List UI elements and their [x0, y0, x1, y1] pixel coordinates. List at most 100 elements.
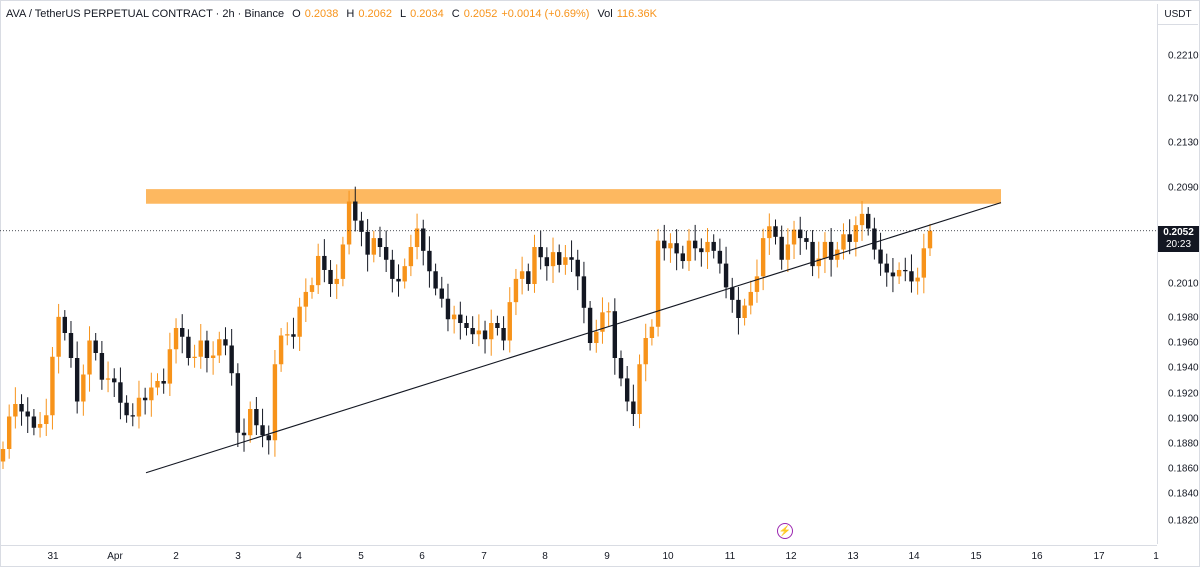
candle-body: [612, 311, 618, 358]
candle-body: [730, 287, 735, 300]
candle-body: [903, 269, 908, 272]
candle-body: [816, 258, 821, 267]
candle-body: [254, 409, 259, 426]
candle-body: [62, 316, 67, 333]
candle-body: [161, 381, 166, 384]
candle-body: [173, 328, 179, 350]
time-axis[interactable]: 31 Apr 2 3 4 5 6 7 8 9 10 11 12 13 14 15 16 17 1: [0, 545, 1159, 567]
candle-body: [742, 305, 747, 318]
candle-body: [315, 255, 321, 286]
candle-body: [451, 314, 457, 320]
candle-body: [495, 323, 500, 328]
x-tick-label: 9: [604, 551, 610, 562]
candle-body: [365, 231, 370, 255]
x-tick-label: 12: [785, 551, 797, 562]
price-axis[interactable]: 0.1820 0.1840 0.1860 0.1880 0.1900 0.1920 0.19…: [1157, 24, 1200, 544]
candle-body: [235, 373, 241, 433]
candle-body: [74, 358, 80, 402]
open-value: 0.2038: [304, 8, 339, 20]
candle-body: [624, 378, 630, 402]
candle-body: [748, 291, 753, 306]
y-tick-label: 0.2010: [1168, 278, 1199, 290]
candle-body: [31, 416, 37, 428]
candle-body: [346, 201, 352, 245]
candle-body: [859, 213, 865, 226]
volume-value: 116.36K: [616, 8, 657, 20]
ascending-trendline: [145, 202, 1002, 474]
candle-body: [402, 266, 407, 282]
candle-body: [118, 382, 123, 403]
candle-countdown: 20:23: [1165, 239, 1192, 250]
candle-body: [637, 364, 642, 414]
candle-body: [328, 269, 333, 284]
candle-body: [872, 228, 877, 250]
candle-body: [563, 257, 568, 265]
candle-body: [686, 240, 692, 262]
open-label: O: [292, 8, 301, 20]
y-tick-label: 0.1860: [1168, 463, 1199, 475]
candle-body: [847, 234, 852, 242]
candle-body: [699, 248, 704, 253]
candle-body: [99, 353, 105, 380]
candle-body: [241, 432, 247, 436]
candle-body: [544, 257, 550, 267]
candle-body: [569, 257, 574, 260]
candle-body: [210, 355, 216, 358]
candle-body: [631, 401, 636, 414]
y-tick-label: 0.2090: [1168, 182, 1199, 194]
candle-body: [538, 247, 543, 258]
currency-label[interactable]: USDT: [1157, 4, 1198, 25]
candle-body: [180, 328, 185, 337]
price-plot[interactable]: [0, 0, 1157, 545]
candle-body: [167, 349, 173, 384]
candle-body: [229, 345, 234, 374]
candle-body: [198, 340, 203, 357]
x-tick-label: 6: [419, 551, 425, 562]
candle-body: [396, 278, 401, 282]
candle-body: [600, 312, 605, 332]
candle-body: [723, 263, 729, 288]
candle-body: [192, 356, 197, 358]
candle-body: [223, 339, 228, 346]
x-tick-label: 5: [358, 551, 364, 562]
candle-body: [371, 238, 376, 255]
candle-body: [322, 255, 327, 270]
candle-body: [408, 247, 414, 267]
candle-body: [692, 240, 698, 249]
candle-body: [896, 269, 902, 277]
candle-body: [674, 243, 679, 254]
candle-body: [204, 340, 210, 358]
y-tick-label: 0.1920: [1168, 388, 1199, 400]
candle-body: [266, 435, 271, 441]
x-tick-label: 31: [47, 551, 59, 562]
candle-body: [334, 278, 339, 284]
candle-body: [643, 338, 648, 365]
candle-body: [25, 411, 30, 417]
candle-body: [791, 229, 797, 245]
candle-body: [705, 241, 710, 253]
x-tick-label: 1: [1153, 551, 1159, 562]
candle-body: [427, 250, 432, 272]
y-tick-label: 0.2130: [1168, 137, 1199, 149]
candle-body: [927, 230, 933, 249]
x-tick-label: 15: [970, 551, 982, 562]
candle-body: [526, 271, 531, 284]
candle-body: [414, 228, 420, 248]
x-tick-label: 4: [296, 551, 302, 562]
lightning-icon[interactable]: ⚡: [777, 523, 793, 539]
candle-body: [711, 241, 716, 251]
candle-body: [915, 277, 920, 282]
candle-body: [489, 323, 494, 340]
candle-body: [513, 278, 519, 303]
y-tick-label: 0.1880: [1168, 438, 1199, 450]
candle-body: [445, 298, 451, 320]
symbol-title[interactable]: AVA / TetherUS PERPETUAL CONTRACT · 2h ·…: [6, 8, 285, 20]
candle-body: [6, 416, 12, 449]
candle-body: [921, 248, 927, 278]
candle-body: [303, 291, 309, 307]
candle-body: [37, 424, 43, 428]
candle-body: [13, 404, 18, 417]
last-price-value: 0.2052: [1163, 227, 1194, 238]
candle-body: [501, 328, 506, 341]
candle-body: [668, 243, 673, 249]
